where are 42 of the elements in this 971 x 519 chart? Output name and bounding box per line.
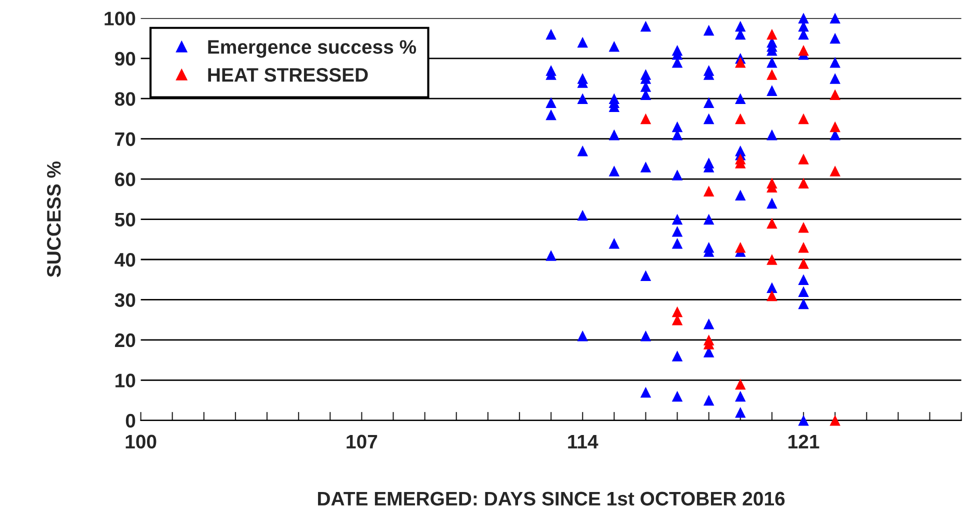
point xyxy=(640,113,652,124)
y-tick-label: 30 xyxy=(114,293,136,307)
point xyxy=(735,57,746,68)
point xyxy=(798,154,809,164)
point xyxy=(830,121,840,132)
point xyxy=(798,113,809,124)
point xyxy=(830,415,840,426)
y-tick-label: 40 xyxy=(114,252,136,267)
y-tick-label: 20 xyxy=(114,333,136,348)
y-tick-label: 80 xyxy=(114,92,136,106)
point xyxy=(798,242,809,253)
point xyxy=(766,218,778,229)
legend-label: HEAT STRESSED xyxy=(208,68,368,82)
point xyxy=(798,178,809,188)
point xyxy=(735,113,746,124)
legend-label: Emergence success % xyxy=(208,40,416,58)
y-tick-label: 0 xyxy=(126,414,136,428)
point xyxy=(766,69,778,80)
point xyxy=(798,258,809,269)
y-tick-label: 60 xyxy=(115,172,136,186)
point xyxy=(798,44,809,56)
y-tick-label: 90 xyxy=(114,52,136,66)
x-tick-label: 100 xyxy=(126,434,156,449)
y-axis-title: SUCCESS % xyxy=(46,161,61,278)
y-tick-label: 50 xyxy=(114,212,136,227)
y-tick-label: 100 xyxy=(104,12,136,26)
y-tick-label: 70 xyxy=(115,132,136,146)
point xyxy=(703,186,714,196)
point xyxy=(735,378,746,390)
point xyxy=(766,28,778,40)
point xyxy=(672,306,683,318)
point xyxy=(735,242,746,253)
x-tick-label: 114 xyxy=(568,434,598,448)
y-tick-label: 10 xyxy=(116,374,136,388)
point xyxy=(766,254,778,265)
point xyxy=(830,89,840,100)
x-axis-title: DATE EMERGED: DAYS SINCE 1st OCTOBER 2016 xyxy=(318,492,785,506)
point xyxy=(766,290,778,302)
point xyxy=(798,222,809,233)
x-tick-label: 121 xyxy=(788,434,820,448)
point xyxy=(830,166,840,176)
x-tick-label: 107 xyxy=(346,434,378,449)
